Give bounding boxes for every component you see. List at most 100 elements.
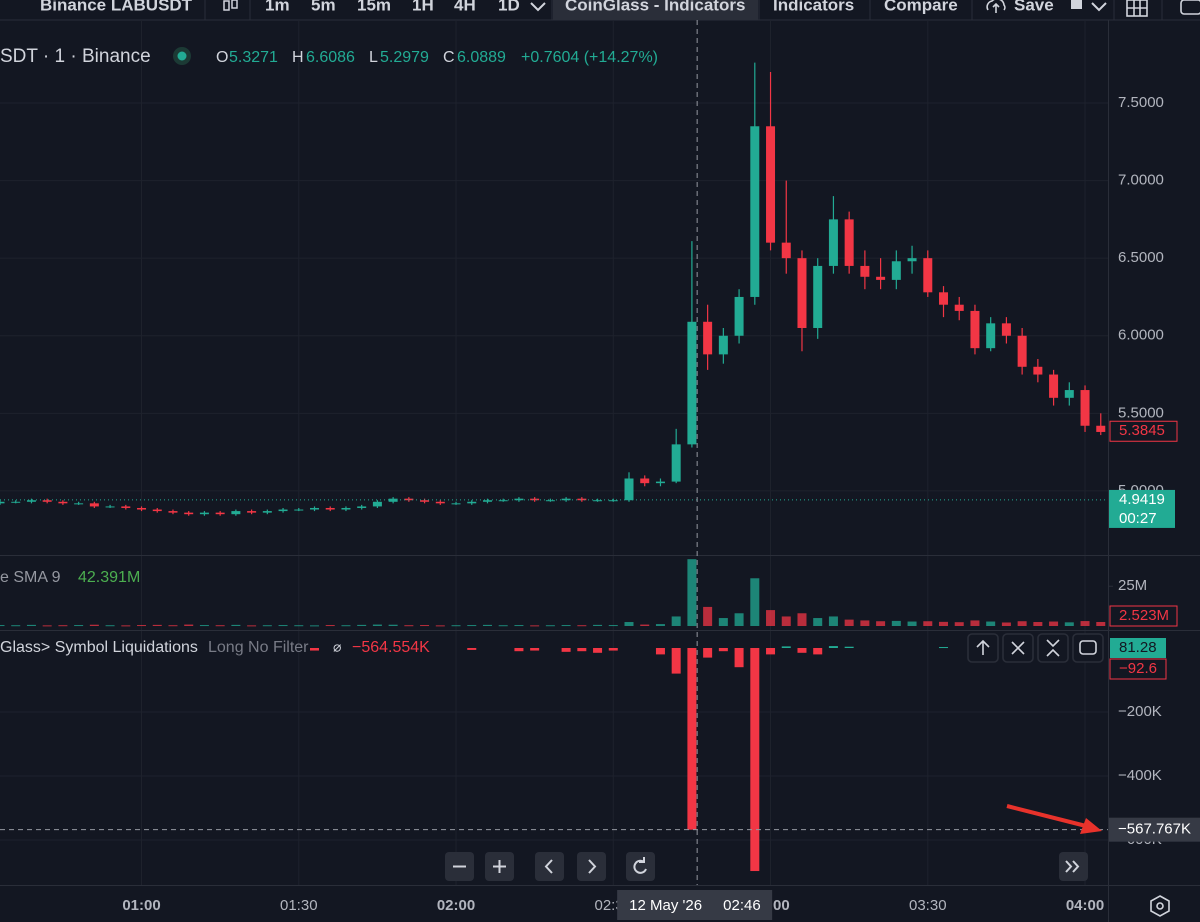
candle-body (294, 509, 304, 511)
bar (89, 624, 99, 626)
layout-grid-icon[interactable] (1126, 0, 1148, 17)
candle-body (781, 242, 791, 259)
bar (1080, 621, 1090, 626)
candle-body (530, 498, 540, 501)
indicator-template-button[interactable]: CoinGlass - Indicators (565, 0, 745, 14)
bar (121, 625, 131, 627)
bar (168, 625, 178, 627)
interval-button[interactable]: 1H (412, 0, 434, 14)
scroll-right-button[interactable] (577, 852, 606, 881)
bar (420, 625, 430, 627)
collapse-button[interactable] (1037, 633, 1069, 663)
bar (766, 610, 776, 626)
interval-button[interactable]: 4H (454, 0, 476, 14)
interval-button[interactable]: 1m (265, 0, 290, 14)
bar (718, 618, 728, 626)
readout-label: O (216, 49, 228, 66)
candle-body (1064, 390, 1074, 398)
bar (671, 648, 681, 674)
bar (703, 648, 713, 658)
interval-button[interactable]: 5m (311, 0, 336, 14)
bar (372, 624, 382, 626)
candle-body (514, 498, 524, 501)
series-title: SDT · 1 · Binance (0, 46, 151, 67)
reset-button[interactable] (626, 852, 655, 881)
indicators-button[interactable]: Indicators (773, 0, 854, 14)
interval-button[interactable]: 1D (498, 0, 520, 14)
candle-body (545, 500, 555, 502)
current-price-label: 4.9419 (1119, 491, 1165, 508)
scale-label-box (1109, 658, 1167, 680)
bar (718, 648, 728, 652)
readout-value: 6.0889 (457, 49, 506, 66)
candle-body (876, 276, 886, 280)
candle-body (797, 258, 807, 328)
candle-body (687, 321, 697, 445)
bar (970, 620, 980, 626)
liquidation-subtitle: Long No Filter (208, 639, 309, 656)
bar (844, 646, 854, 648)
candle-body (231, 511, 241, 515)
save-button[interactable]: Save (1014, 0, 1054, 14)
scroll-right-icon (588, 859, 597, 874)
candle-body (278, 509, 288, 512)
save-menu[interactable] (1091, 2, 1107, 12)
scale-label: 81.28 (1119, 639, 1157, 656)
bar (152, 624, 162, 626)
bar (923, 621, 933, 626)
volume-last-box (1109, 605, 1178, 627)
candle-body (970, 310, 980, 349)
bar (1096, 621, 1106, 626)
pane-controls (967, 633, 1104, 663)
crosshair-time-box (617, 890, 773, 920)
interval-button[interactable]: 15m (357, 0, 391, 14)
settings-button[interactable] (1150, 895, 1170, 917)
bar (939, 647, 949, 649)
bar (655, 624, 665, 626)
candle-body (184, 512, 194, 515)
save-icon[interactable] (986, 0, 1006, 13)
bar (137, 625, 147, 627)
bar (105, 625, 115, 627)
candle-body (828, 219, 838, 266)
scale-label-box (1110, 638, 1166, 658)
bar (294, 625, 304, 627)
candle-body (703, 321, 713, 355)
chart-type-icon[interactable] (223, 0, 238, 11)
maximize-button[interactable] (1072, 633, 1104, 663)
last-price-box (1109, 420, 1178, 442)
candle-body (467, 501, 477, 504)
layout-swatch[interactable] (1071, 0, 1082, 9)
candle-body (1080, 390, 1090, 426)
candle-body (939, 292, 949, 305)
overlay: 4.9419 00:27 5.3845 2.523M 81.28 −92.6 −567.76… (0, 20, 1200, 920)
symbol-button[interactable]: Binance LABUSDT (40, 0, 193, 14)
collapse-icon (1046, 639, 1060, 657)
candle-body (372, 501, 382, 507)
last-price-label: 5.3845 (1119, 422, 1165, 439)
bar (1017, 621, 1027, 626)
volume-last-label: 2.523M (1119, 607, 1169, 624)
bar (0, 625, 5, 627)
scroll-to-realtime-icon (1065, 860, 1080, 873)
bar (404, 625, 414, 627)
bar (687, 559, 697, 626)
readout-label: C (443, 49, 455, 66)
candle-body (388, 498, 398, 502)
zoom-in-icon (493, 860, 506, 873)
scroll-to-realtime-button[interactable] (1059, 852, 1088, 881)
candle-body (844, 219, 854, 266)
candle-body (718, 335, 728, 355)
bar (687, 648, 697, 830)
bar (891, 620, 901, 626)
bar (498, 625, 508, 627)
compare-button[interactable]: Compare (884, 0, 958, 14)
candle-body (168, 511, 178, 513)
snapshot-icon[interactable] (1180, 0, 1200, 15)
candle-body (0, 501, 5, 504)
bar (451, 625, 461, 627)
scroll-left-button[interactable] (535, 852, 564, 881)
interval-menu[interactable] (530, 2, 546, 12)
